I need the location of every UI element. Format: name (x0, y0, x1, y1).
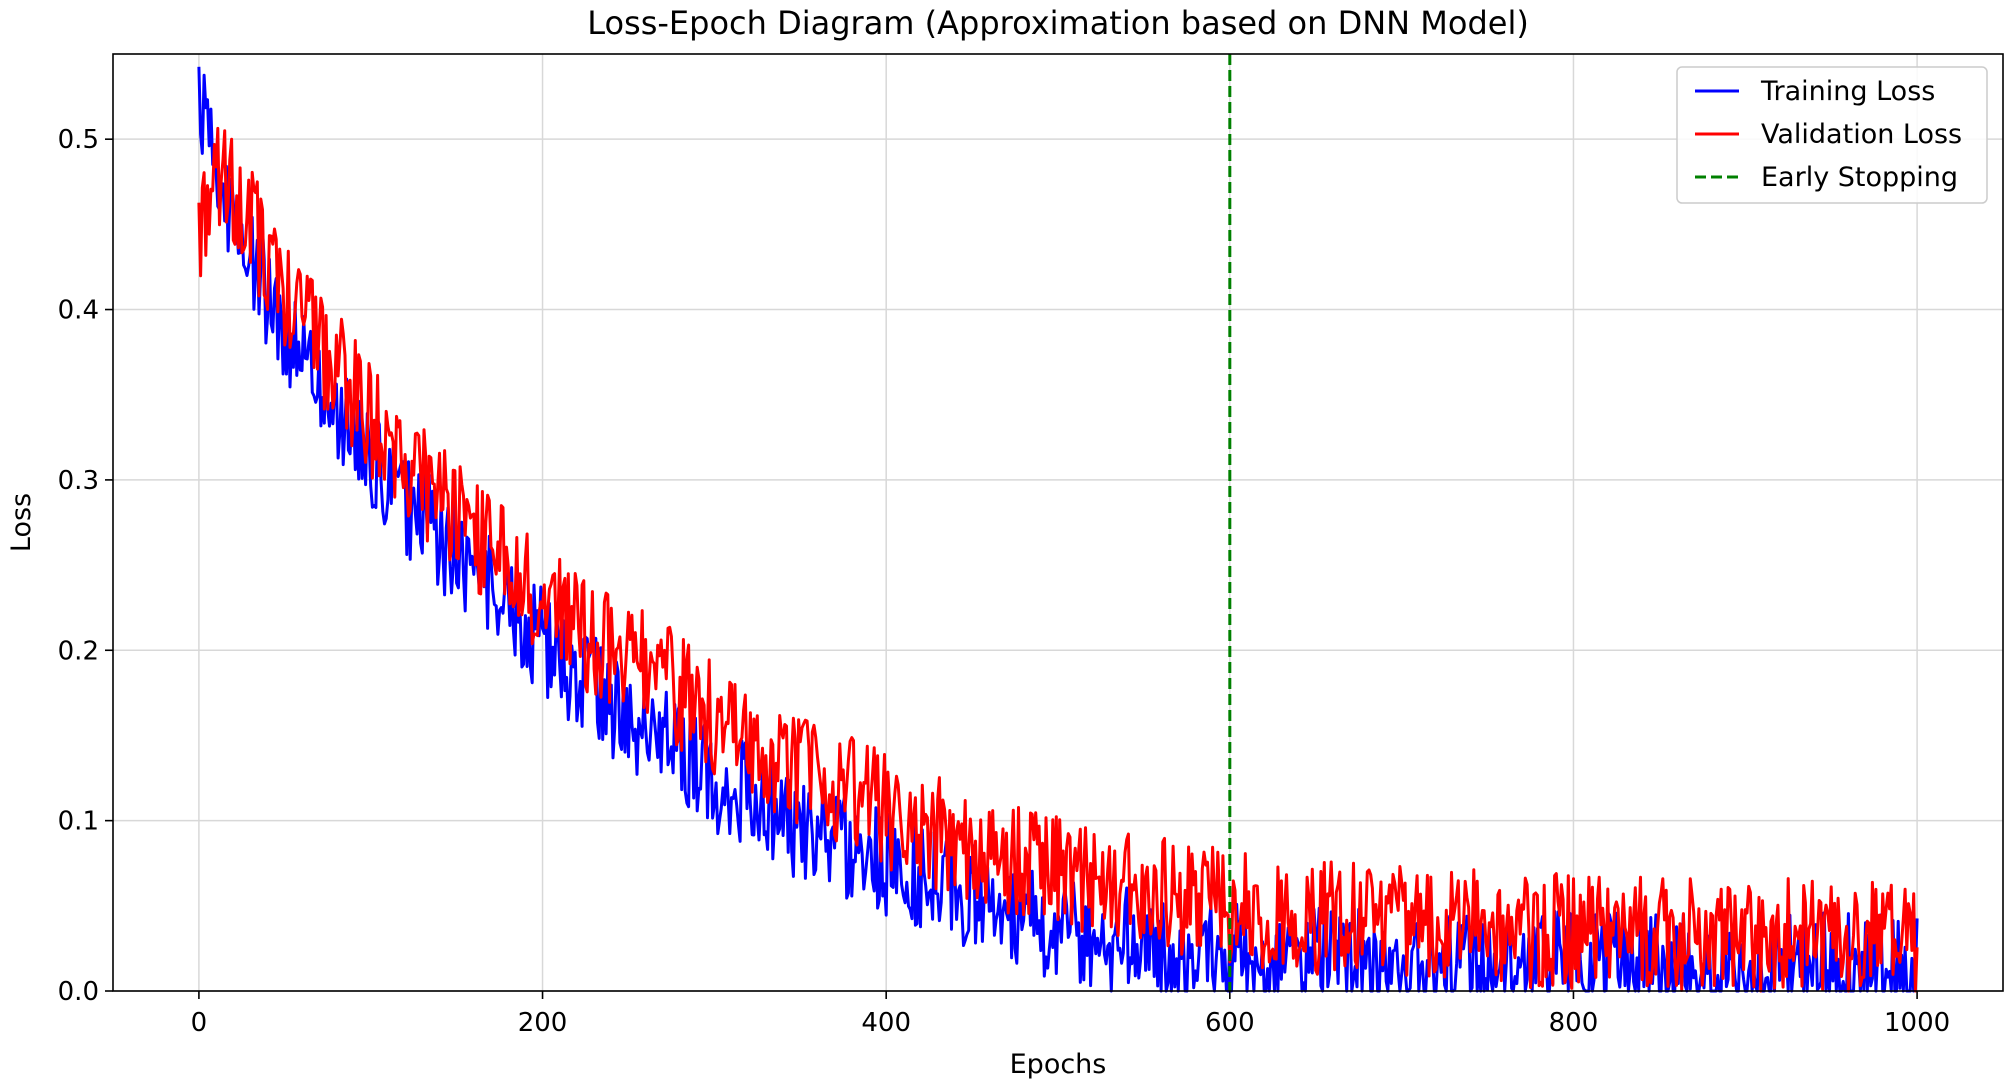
chart-title: Loss-Epoch Diagram (Approximation based … (587, 4, 1529, 42)
legend-box (1676, 66, 1988, 204)
plot-frame (112, 53, 2004, 992)
y-tick-label: 0.1 (58, 807, 99, 837)
y-tick-label: 0.0 (58, 977, 99, 1007)
tick-layer: 0 200 400 600 800 1000 0.0 0.1 0.2 0.3 0.4 0.5 (58, 125, 1951, 1038)
y-tick-label: 0.2 (58, 636, 99, 666)
legend-label: Training Loss (1760, 76, 1935, 107)
legend: Training Loss Validation Loss Early Stoppi… (1676, 66, 1988, 204)
x-tick-label: 1000 (1884, 1008, 1950, 1038)
legend-label: Early Stopping (1761, 162, 1958, 193)
legend-label: Validation Loss (1761, 119, 1962, 150)
x-tick-label: 600 (1205, 1008, 1255, 1038)
y-axis-label: Loss (6, 493, 37, 552)
y-tick-label: 0.4 (58, 296, 99, 326)
y-tick-label: 0.5 (58, 125, 99, 155)
y-tick-label: 0.3 (58, 466, 99, 496)
series-layer (197, 66, 1919, 993)
x-tick-label: 0 (191, 1008, 208, 1038)
x-tick-label: 800 (1549, 1008, 1599, 1038)
x-axis-label: Epochs (1010, 1049, 1107, 1080)
series-line-validation-loss (197, 126, 1919, 993)
x-tick-label: 400 (861, 1008, 911, 1038)
x-tick-label: 200 (518, 1008, 568, 1038)
